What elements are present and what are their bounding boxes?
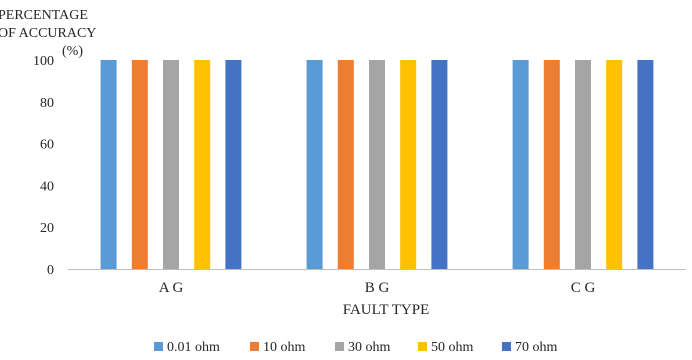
legend-label: 0.01 ohm	[167, 340, 220, 355]
y-tick-label: 100	[33, 54, 54, 69]
y-axis-label: PERCENTAGE OF ACCURACY (%)	[0, 8, 96, 59]
bar	[431, 60, 448, 269]
bar	[194, 60, 211, 269]
bar	[131, 60, 148, 269]
legend-swatch	[335, 342, 344, 351]
legend-item: 0.01 ohm	[154, 340, 220, 355]
y-tick-label: 20	[40, 221, 54, 236]
bar	[337, 60, 354, 269]
y-tick-label: 80	[40, 96, 54, 111]
bar	[512, 60, 529, 269]
y-tick-label: 60	[40, 138, 54, 153]
legend: 0.01 ohm 10 ohm 30 ohm 50 ohm 70 ohm	[154, 340, 558, 355]
legend-swatch	[154, 342, 163, 351]
bar	[543, 60, 560, 269]
legend-item: 10 ohm	[250, 340, 306, 355]
y-axis-label-line: (%)	[62, 44, 83, 59]
legend-swatch	[250, 342, 259, 351]
legend-label: 50 ohm	[431, 340, 474, 355]
bar	[306, 60, 323, 269]
bar	[575, 60, 591, 269]
bar	[100, 60, 117, 269]
y-tick-label: 0	[47, 263, 54, 278]
legend-item: 30 ohm	[335, 340, 391, 355]
legend-item: 50 ohm	[418, 340, 474, 355]
x-tick-label: A G	[159, 280, 184, 296]
bar	[163, 60, 179, 269]
bar	[637, 60, 654, 269]
bar	[400, 60, 417, 269]
legend-swatch	[418, 342, 427, 351]
x-axis-label: FAULT TYPE	[343, 302, 430, 318]
legend-swatch	[502, 342, 511, 351]
bar	[369, 60, 385, 269]
legend-label: 30 ohm	[348, 340, 391, 355]
legend-label: 10 ohm	[263, 340, 306, 355]
y-axis-label-line: PERCENTAGE	[0, 8, 88, 23]
bars	[100, 60, 654, 269]
x-tick-label: C G	[571, 280, 596, 296]
y-axis-ticks: 0 20 40 60 80 100	[33, 54, 54, 278]
bar	[606, 60, 623, 269]
y-tick-label: 40	[40, 179, 54, 194]
x-tick-label: B G	[365, 280, 390, 296]
legend-item: 70 ohm	[502, 340, 558, 355]
bar	[225, 60, 242, 269]
legend-label: 70 ohm	[515, 340, 558, 355]
y-axis-label-line: OF ACCURACY	[0, 26, 96, 41]
